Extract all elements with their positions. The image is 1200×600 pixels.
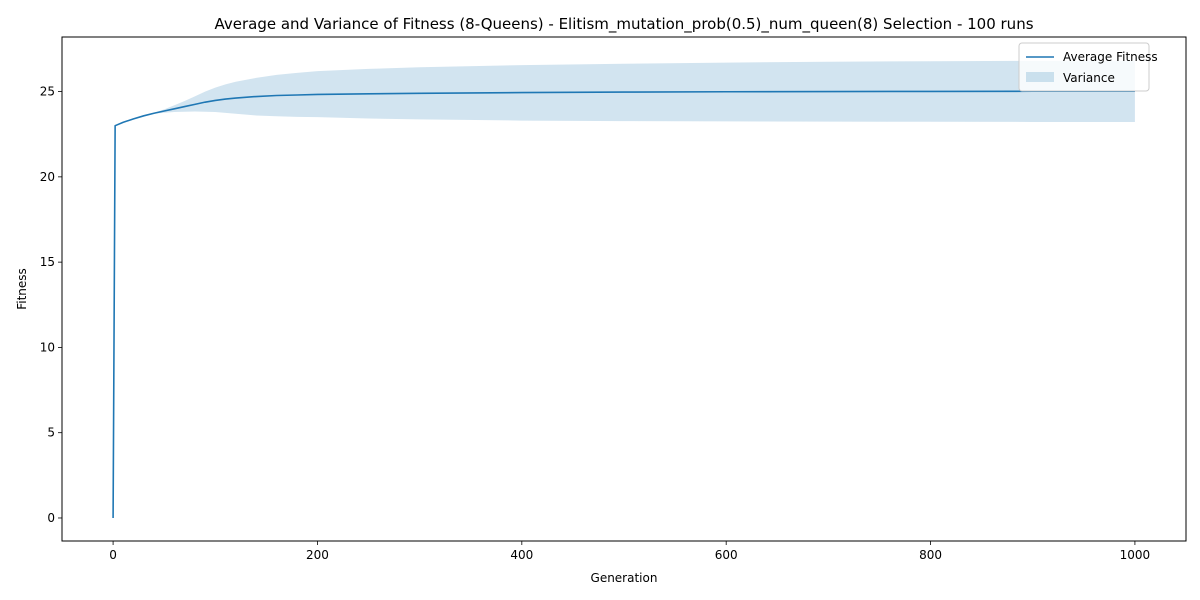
legend-band-swatch xyxy=(1026,72,1054,82)
x-tick-label: 0 xyxy=(109,548,117,562)
legend-box xyxy=(1018,42,1150,92)
y-axis-title: Fitness xyxy=(15,268,29,310)
legend-label-average-fitness: Average Fitness xyxy=(1063,50,1158,64)
plot-frame xyxy=(61,36,1187,542)
x-tick-label: 1000 xyxy=(1120,548,1151,562)
x-tick-label: 800 xyxy=(919,548,942,562)
y-tick-label: 25 xyxy=(40,85,55,99)
y-tick-label: 10 xyxy=(40,340,55,354)
x-axis-title: Generation xyxy=(591,571,658,585)
axes: 0 200 400 600 800 1000 0 5 10 15 20 25 xyxy=(40,85,1150,562)
y-tick-label: 5 xyxy=(47,426,55,440)
average-fitness-line xyxy=(112,90,1135,518)
x-tick-label: 200 xyxy=(306,548,329,562)
chart-title: Average and Variance of Fitness (8-Queen… xyxy=(214,15,1033,34)
legend-label-variance: Variance xyxy=(1063,71,1115,85)
y-tick-label: 15 xyxy=(40,255,55,269)
x-tick-label: 400 xyxy=(510,548,533,562)
legend: Average Fitness Variance xyxy=(1018,42,1158,92)
x-tick-label: 600 xyxy=(715,548,738,562)
y-tick-label: 0 xyxy=(47,511,55,525)
plot-area xyxy=(112,60,1135,518)
variance-band xyxy=(113,60,1135,518)
y-tick-label: 20 xyxy=(40,170,55,184)
